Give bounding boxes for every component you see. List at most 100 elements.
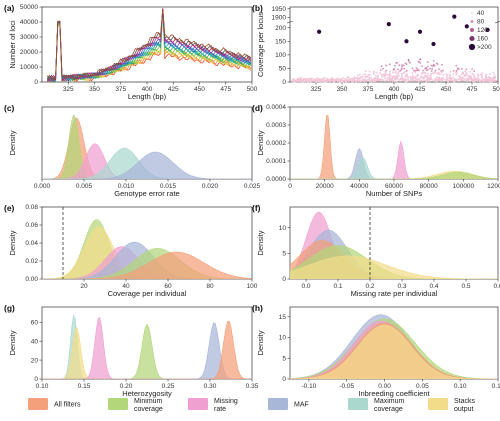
data-point: [402, 72, 405, 74]
data-point: [360, 76, 363, 78]
legend-marker: [470, 20, 474, 23]
data-point: [420, 75, 423, 78]
data-point: [324, 76, 327, 79]
data-point: [414, 69, 417, 72]
x-tick-label: 450: [194, 86, 205, 93]
data-point: [459, 75, 461, 78]
series-line: [46, 8, 252, 81]
data-point: [409, 62, 411, 64]
data-point: [465, 74, 468, 77]
data-point: [452, 76, 454, 78]
series-line: [47, 8, 251, 82]
data-point: [357, 74, 359, 77]
y-tick-label: 30000: [20, 34, 38, 41]
x-tick-label: 120000: [487, 183, 500, 190]
density-curve: [290, 171, 498, 179]
data-point: [414, 79, 416, 82]
data-point: [393, 75, 395, 78]
data-point: [484, 74, 487, 77]
data-point: [365, 76, 368, 78]
data-point: [461, 71, 464, 74]
data-point: [399, 69, 402, 72]
data-point: [483, 78, 486, 81]
data-point: [461, 68, 463, 70]
data-point: [363, 80, 366, 82]
x-tick-label: 0.15: [492, 383, 500, 390]
data-point: [408, 60, 410, 63]
x-tick-label: 0.15: [78, 383, 91, 390]
x-tick-label: 500: [493, 86, 500, 93]
data-point: [466, 80, 468, 83]
data-point: [405, 74, 407, 77]
panel-f: (f) Missing rate per individual Density 0.0…: [252, 203, 500, 298]
data-point: [304, 79, 307, 82]
data-point: [397, 68, 399, 71]
data-point: [438, 73, 441, 76]
data-point: [437, 71, 440, 74]
data-point: [432, 72, 435, 75]
data-point: [330, 78, 332, 81]
data-point: [364, 78, 367, 81]
data-point: [422, 69, 424, 72]
data-point: [385, 79, 388, 82]
data-point: [433, 79, 436, 82]
data-point: [432, 59, 435, 62]
y-tick-label: 150: [275, 38, 286, 45]
data-point: [420, 79, 423, 82]
data-point: [379, 72, 381, 75]
data-point: [405, 69, 408, 72]
legend-label: Stacks: [454, 398, 476, 405]
data-point: [306, 79, 308, 82]
x-tick-label: 100: [247, 283, 258, 290]
data-point: [481, 76, 483, 79]
data-point: [308, 77, 310, 80]
data-point: [451, 77, 453, 79]
data-point: [470, 78, 472, 81]
data-point: [421, 65, 424, 67]
data-point: [391, 75, 393, 78]
y-tick-label: 5: [282, 250, 286, 257]
outlier-point: [485, 27, 490, 32]
data-point: [426, 61, 429, 63]
data-point: [371, 79, 373, 82]
x-tick-label: 80: [206, 283, 214, 290]
series-line: [47, 8, 252, 81]
panel-label: (f): [252, 203, 261, 213]
x-tick-label: 0.3: [397, 283, 406, 290]
data-point: [449, 78, 452, 81]
data-point: [386, 73, 388, 76]
y-tick-label: 20000: [20, 49, 38, 56]
x-tick-label: 350: [337, 86, 348, 93]
legend-label: coverage: [374, 406, 403, 413]
data-point: [418, 77, 421, 80]
data-point: [432, 63, 435, 66]
data-point: [451, 79, 454, 82]
data-point: [411, 72, 414, 74]
y-axis-label: Coverage per locus: [256, 12, 265, 77]
data-point: [429, 67, 431, 70]
data-point: [337, 79, 339, 81]
data-point: [391, 71, 394, 74]
data-point: [405, 79, 407, 82]
data-point: [382, 67, 384, 70]
x-tick-label: 0.005: [76, 183, 93, 190]
density-curve: [290, 115, 498, 179]
data-point: [423, 71, 425, 74]
data-point: [456, 72, 458, 74]
panel-g: (g) Heterozygosity Density 0.10 0.15 0.20 0.25…: [4, 303, 259, 398]
data-point: [415, 75, 417, 78]
x-tick-label: 425: [415, 86, 426, 93]
data-point: [428, 76, 430, 79]
data-point: [394, 70, 397, 73]
data-point: [410, 77, 412, 79]
data-point: [477, 79, 479, 82]
data-point: [355, 77, 357, 79]
data-point: [419, 61, 421, 64]
data-point: [428, 78, 431, 80]
density-curve: [290, 255, 498, 279]
data-point: [446, 78, 449, 81]
data-point: [345, 79, 348, 82]
legend-label: rate: [214, 406, 226, 413]
x-tick-label: 475: [467, 86, 478, 93]
panel-b: (b) Length (bp) Coverage per locus 325 350 37…: [252, 3, 500, 101]
